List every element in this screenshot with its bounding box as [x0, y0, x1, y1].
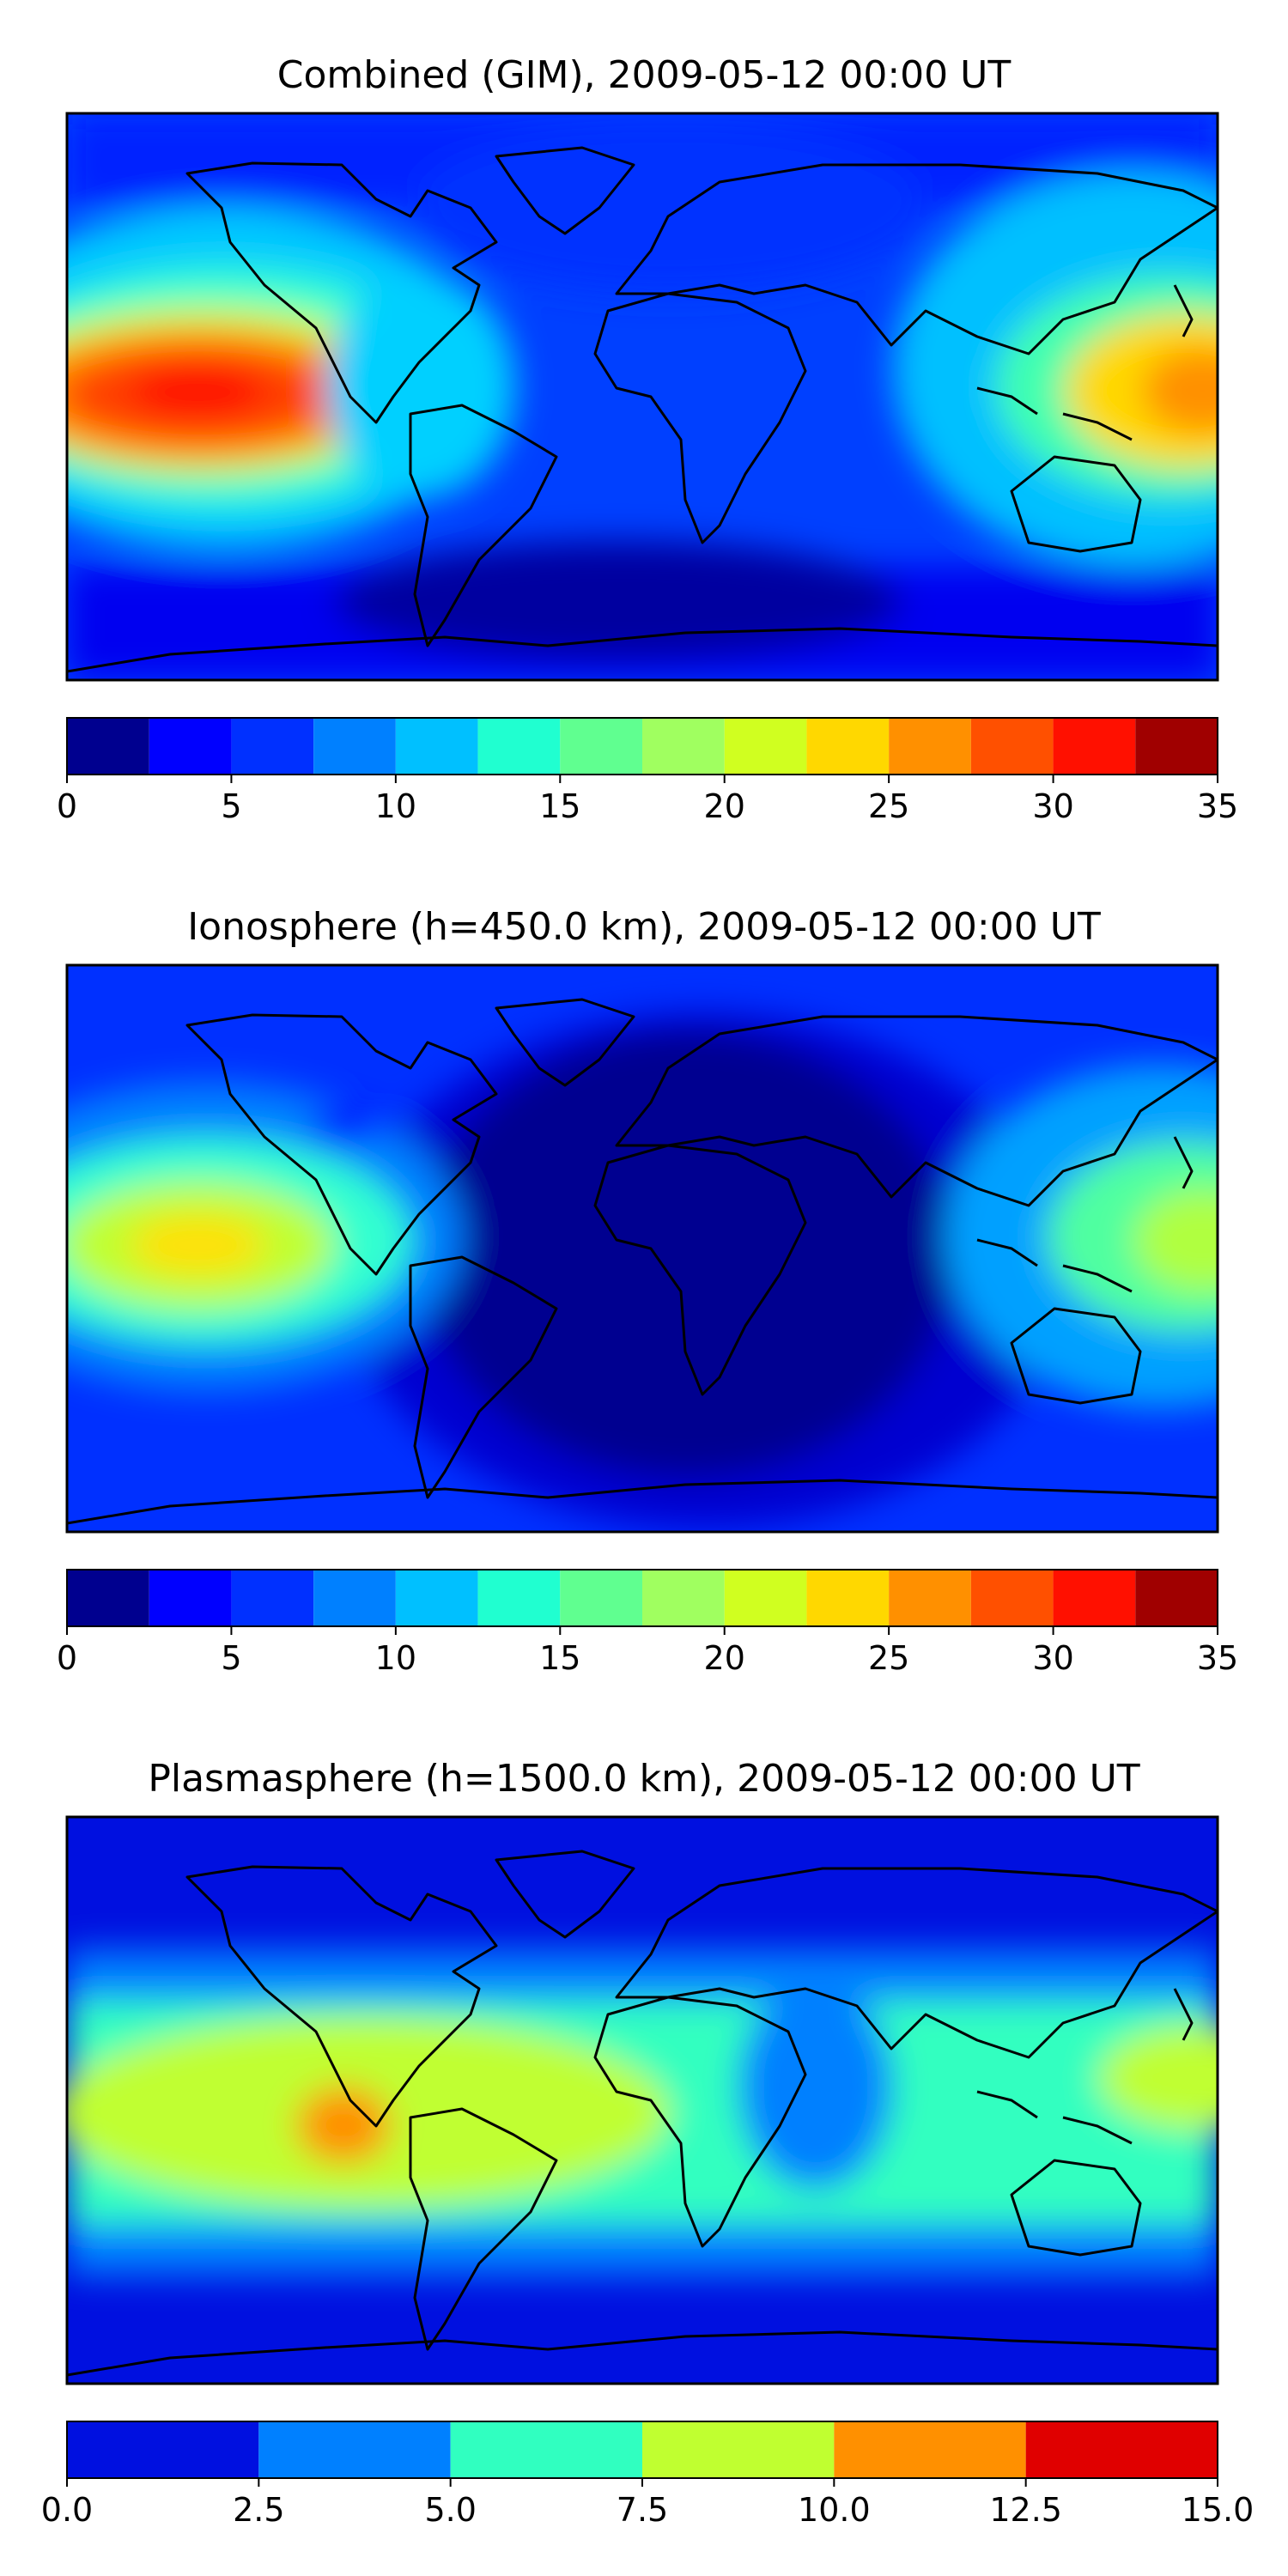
colorbar-segment	[67, 1570, 149, 1626]
colorbar-segment	[1025, 2421, 1218, 2478]
colorbar-segment	[724, 718, 807, 775]
colorbar-segment	[889, 718, 971, 775]
colorbar-segment	[1053, 718, 1136, 775]
colorbar-segment	[477, 718, 561, 775]
colorbar-tick-label: 30	[1032, 787, 1073, 825]
tec-field	[67, 1949, 1218, 2275]
colorbar-tick-label: 20	[704, 787, 745, 825]
colorbar-tick-label: 0	[57, 1639, 77, 1677]
colorbar-segment	[560, 718, 642, 775]
colorbar-tick-label: 7.5	[617, 2491, 668, 2529]
map-panel-3	[65, 1815, 1219, 2385]
chart-title: Plasmasphere (h=1500.0 km), 2009-05-12 0…	[148, 1757, 1139, 1801]
colorbar-segment	[724, 1570, 807, 1626]
colorbar-tick-label: 15	[539, 1639, 580, 1677]
colorbar-tick-label: 35	[1197, 1639, 1238, 1677]
colorbar-segment	[313, 718, 396, 775]
colorbar-1: 0 5 10 15 20 25 30 35	[57, 717, 1238, 825]
map-frame	[65, 112, 1219, 682]
colorbar-segment	[477, 1570, 561, 1626]
colorbar-tick-label: 5	[221, 1639, 241, 1677]
colorbar-segment	[231, 718, 314, 775]
colorbar-segment	[970, 1570, 1054, 1626]
colorbar-segment	[313, 1570, 396, 1626]
colorbar-tick-label: 10	[375, 1639, 416, 1677]
colorbar-tick-label: 20	[704, 1639, 745, 1677]
colorbar-segment	[642, 1570, 725, 1626]
map-panel-2	[65, 963, 1219, 1534]
colorbar-tick-label: 15.0	[1182, 2491, 1255, 2529]
colorbar-segment	[395, 718, 478, 775]
colorbar-tick-label: 5.0	[424, 2491, 476, 2529]
colorbar-frame	[66, 717, 1218, 775]
colorbar-tick-label: 0.0	[41, 2491, 93, 2529]
colorbar-segment	[258, 2421, 451, 2478]
colorbar-segment	[149, 718, 232, 775]
colorbar-segment	[970, 718, 1054, 775]
colorbar-segment	[642, 718, 725, 775]
colorbar-segment	[889, 1570, 971, 1626]
colorbar-segment	[834, 2421, 1026, 2478]
colorbar-segment	[231, 1570, 314, 1626]
colorbar-segment	[395, 1570, 478, 1626]
colorbar-3: 0.0 2.5 5.0 7.5 10.0 12.5 15.0	[41, 2421, 1255, 2529]
colorbar-2: 0 5 10 15 20 25 30 35	[57, 1569, 1238, 1677]
colorbar-segment	[149, 1570, 232, 1626]
colorbar-segment	[806, 718, 890, 775]
colorbar-tick-label: 15	[539, 787, 580, 825]
colorbar-tick-label: 30	[1032, 1639, 1073, 1677]
colorbar-tick-label: 12.5	[989, 2491, 1062, 2529]
colorbar-segment	[1135, 718, 1218, 775]
chart-title: Ionosphere (h=450.0 km), 2009-05-12 00:0…	[187, 905, 1101, 949]
colorbar-segment	[450, 2421, 642, 2478]
colorbar-segment	[67, 718, 149, 775]
map-frame	[65, 963, 1219, 1534]
colorbar-tick-label: 5	[221, 787, 241, 825]
colorbar-tick-label: 25	[868, 787, 909, 825]
colorbar-tick-label: 0	[57, 787, 77, 825]
colorbar-tick-label: 2.5	[233, 2491, 284, 2529]
colorbar-segment	[67, 2421, 259, 2478]
colorbar-tick-label: 25	[868, 1639, 909, 1677]
colorbar-segment	[560, 1570, 642, 1626]
colorbar-segment	[1135, 1570, 1218, 1626]
chart-title: Combined (GIM), 2009-05-12 00:00 UT	[277, 53, 1012, 97]
colorbar-tick-label: 35	[1197, 787, 1238, 825]
colorbar-tick-label: 10.0	[798, 2491, 871, 2529]
map-frame	[65, 1815, 1219, 2385]
map-panel-1	[65, 112, 1219, 682]
colorbar-segment	[642, 2421, 835, 2478]
colorbar-tick-label: 10	[375, 787, 416, 825]
colorbar-frame	[66, 1569, 1218, 1627]
colorbar-segment	[1053, 1570, 1136, 1626]
colorbar-segment	[806, 1570, 890, 1626]
